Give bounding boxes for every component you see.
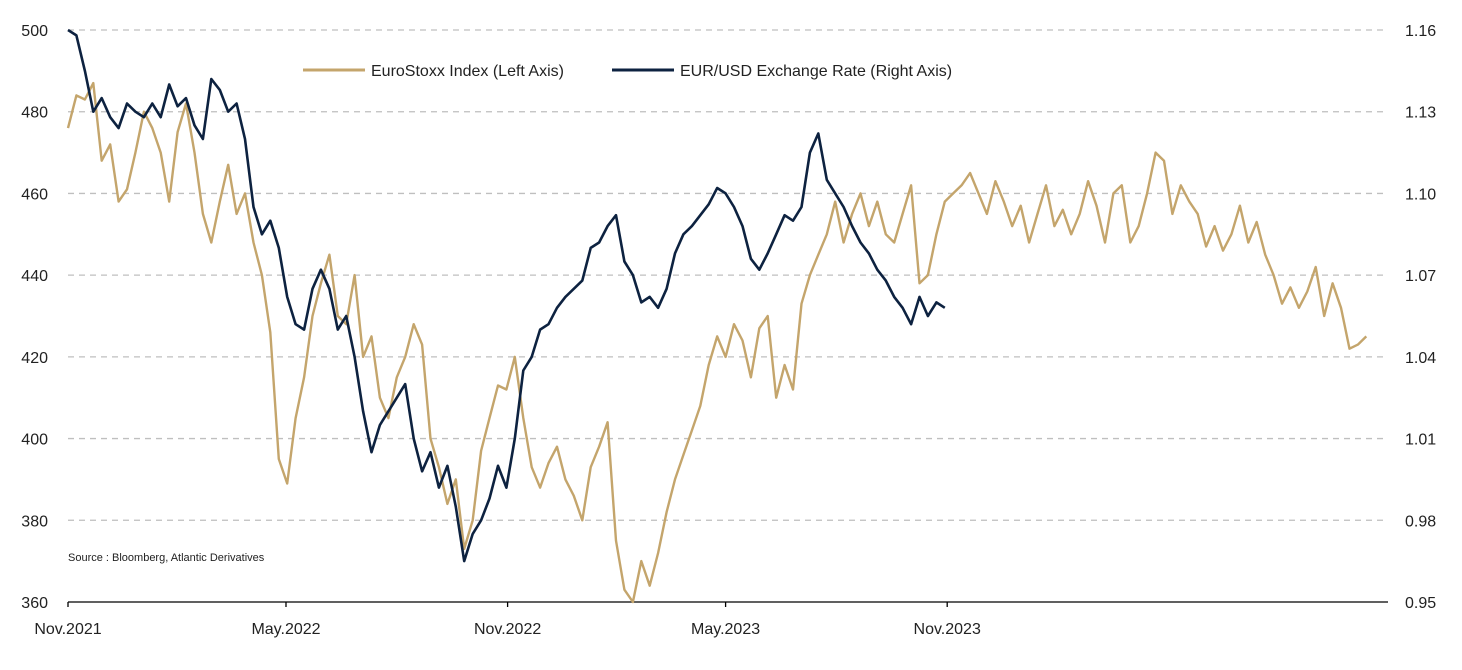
y-left-tick-label: 380 bbox=[21, 513, 48, 530]
x-tick-label: May.2023 bbox=[691, 621, 760, 638]
gridlines bbox=[68, 29, 1388, 521]
series bbox=[66, 28, 1368, 604]
y-axis-left-labels: 360 380 400 420 440 460 480 500 bbox=[21, 23, 48, 612]
y-axis-right-labels: 0.95 0.98 1.01 1.04 1.07 1.10 1.13 1.16 bbox=[1405, 23, 1436, 612]
x-tick-label: Nov.2021 bbox=[34, 621, 101, 638]
y-left-tick-label: 440 bbox=[21, 268, 48, 285]
y-right-tick-label: 1.04 bbox=[1405, 350, 1436, 367]
y-right-tick-label: 1.13 bbox=[1405, 105, 1436, 122]
series-line-eurostoxx bbox=[66, 81, 1368, 604]
y-left-tick-label: 420 bbox=[21, 350, 48, 367]
y-left-tick-label: 360 bbox=[21, 595, 48, 612]
y-right-tick-label: 1.16 bbox=[1405, 23, 1436, 40]
y-left-tick-label: 480 bbox=[21, 105, 48, 122]
series-line-eurusd bbox=[67, 28, 946, 563]
legend-label-eurostoxx: EuroStoxx Index (Left Axis) bbox=[371, 63, 564, 80]
x-tick-label: Nov.2022 bbox=[474, 621, 541, 638]
y-left-tick-label: 500 bbox=[21, 23, 48, 40]
y-left-tick-label: 400 bbox=[21, 432, 48, 449]
legend: EuroStoxx Index (Left Axis) EUR/USD Exch… bbox=[303, 63, 952, 80]
x-tick-label: May.2022 bbox=[251, 621, 320, 638]
y-left-tick-label: 460 bbox=[21, 186, 48, 203]
x-tick-label: Nov.2023 bbox=[914, 621, 981, 638]
legend-label-eurusd: EUR/USD Exchange Rate (Right Axis) bbox=[680, 63, 952, 80]
y-right-tick-label: 0.98 bbox=[1405, 513, 1436, 530]
source-note: Source : Bloomberg, Atlantic Derivatives bbox=[68, 552, 265, 564]
y-right-tick-label: 1.10 bbox=[1405, 186, 1436, 203]
y-right-tick-label: 0.95 bbox=[1405, 595, 1436, 612]
y-right-tick-label: 1.01 bbox=[1405, 432, 1436, 449]
y-right-tick-label: 1.07 bbox=[1405, 268, 1436, 285]
x-axis-ticks: Nov.2021 May.2022 Nov.2022 May.2023 Nov.2023 bbox=[34, 602, 981, 638]
